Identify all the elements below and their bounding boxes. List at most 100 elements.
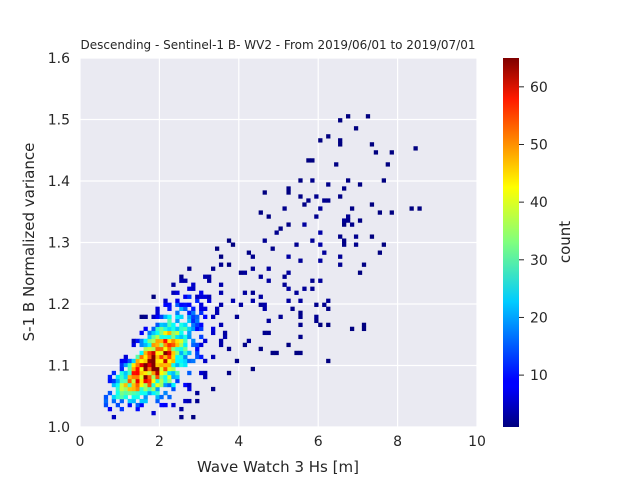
heatmap-cell [266, 266, 271, 271]
y-tick-label: 1.4 [48, 174, 70, 190]
heatmap-cell [199, 290, 204, 295]
heatmap-cell [167, 354, 172, 360]
heatmap-cell [155, 322, 160, 328]
heatmap-cell [298, 322, 303, 328]
heatmap-cell [298, 334, 303, 340]
heatmap-cell [203, 358, 208, 364]
heatmap-cell [163, 382, 168, 388]
heatmap-cell [127, 362, 132, 368]
heatmap-cell [147, 338, 152, 344]
heatmap-cell [167, 338, 172, 344]
heatmap-cell [119, 366, 124, 372]
heatmap-cell [242, 290, 248, 295]
heatmap-cell [171, 290, 176, 295]
heatmap-cell [139, 330, 144, 336]
heatmap-cell [155, 398, 160, 404]
heatmap-cell [143, 350, 148, 356]
heatmap-cell [119, 406, 124, 412]
heatmap-cell [111, 378, 117, 384]
heatmap-cell [139, 338, 144, 344]
heatmap-cell [338, 142, 343, 147]
heatmap-cell [175, 342, 180, 348]
y-axis-label: S-1 B Normalized variance [20, 143, 38, 342]
heatmap-cell [187, 310, 192, 315]
heatmap-cell [155, 382, 160, 388]
heatmap-cell [195, 326, 200, 332]
heatmap-cell [179, 342, 184, 348]
heatmap-cell [171, 330, 176, 336]
heatmap-cell [159, 350, 164, 356]
heatmap-cell [167, 334, 172, 340]
colorbar-tick-label: 40 [530, 195, 548, 211]
heatmap-cell [318, 242, 323, 247]
heatmap-cell [115, 394, 120, 400]
heatmap-cell [203, 274, 208, 279]
heatmap-cell [175, 362, 180, 368]
heatmap-cell [123, 390, 128, 396]
heatmap-cell [266, 214, 271, 219]
heatmap-cell [211, 330, 216, 336]
heatmap-cell [159, 354, 164, 360]
heatmap-cell [115, 386, 120, 392]
heatmap-cell [163, 362, 168, 368]
heatmap-cell [195, 346, 200, 352]
heatmap-cell [294, 290, 299, 295]
heatmap-cell [163, 314, 168, 320]
heatmap-cell [353, 126, 359, 131]
heatmap-cell [187, 350, 192, 356]
heatmap-cell [211, 314, 216, 320]
heatmap-cell [290, 306, 295, 311]
y-tick-label: 1.2 [48, 297, 70, 313]
heatmap-cell [151, 330, 156, 336]
heatmap-cell [262, 306, 267, 311]
heatmap-cell [191, 342, 196, 348]
heatmap-cell [338, 262, 343, 267]
heatmap-cell [318, 322, 323, 328]
heatmap-cell [195, 350, 200, 356]
heatmap-cell [179, 322, 184, 328]
y-tick-label: 1.6 [48, 51, 70, 67]
heatmap-cell [357, 218, 363, 223]
heatmap-cell [298, 298, 303, 303]
heatmap-cell [163, 370, 168, 376]
colorbar-tick-label: 30 [530, 253, 548, 269]
heatmap-cell [191, 414, 196, 420]
heatmap-cell [345, 214, 351, 219]
heatmap-cell [218, 282, 224, 287]
heatmap-cell [338, 138, 343, 143]
heatmap-cell [167, 350, 172, 356]
heatmap-cell [342, 238, 347, 243]
heatmap-cell [377, 250, 383, 255]
heatmap-cell [417, 206, 422, 211]
heatmap-cell [155, 354, 160, 360]
heatmap-cell [258, 302, 263, 307]
heatmap-cell [143, 338, 148, 344]
heatmap-cell [163, 326, 168, 332]
heatmap-cell [171, 282, 176, 287]
heatmap-cell [131, 374, 136, 380]
heatmap-cell [250, 266, 255, 271]
x-tick-label: 0 [76, 434, 85, 450]
heatmap-cell [187, 370, 192, 376]
heatmap-cell [310, 178, 315, 183]
heatmap-cell [163, 354, 168, 360]
heatmap-cell [203, 294, 208, 299]
heatmap-cell [151, 354, 156, 360]
heatmap-cell [179, 326, 184, 332]
heatmap-cell [298, 350, 303, 356]
heatmap-cell [135, 386, 140, 392]
heatmap-cell [226, 346, 232, 352]
heatmap-cell [131, 358, 136, 364]
heatmap-cell [123, 386, 128, 392]
heatmap-cell [115, 374, 120, 380]
heatmap-cell [183, 302, 188, 307]
heatmap-cell [115, 402, 120, 408]
heatmap-cell [381, 242, 386, 247]
heatmap-cell [278, 314, 283, 320]
heatmap-cell [318, 278, 323, 283]
heatmap-cell [127, 374, 132, 380]
heatmap-cell [119, 394, 124, 400]
heatmap-cell [179, 314, 184, 320]
heatmap-cell [163, 358, 168, 364]
heatmap-cell [179, 406, 184, 412]
